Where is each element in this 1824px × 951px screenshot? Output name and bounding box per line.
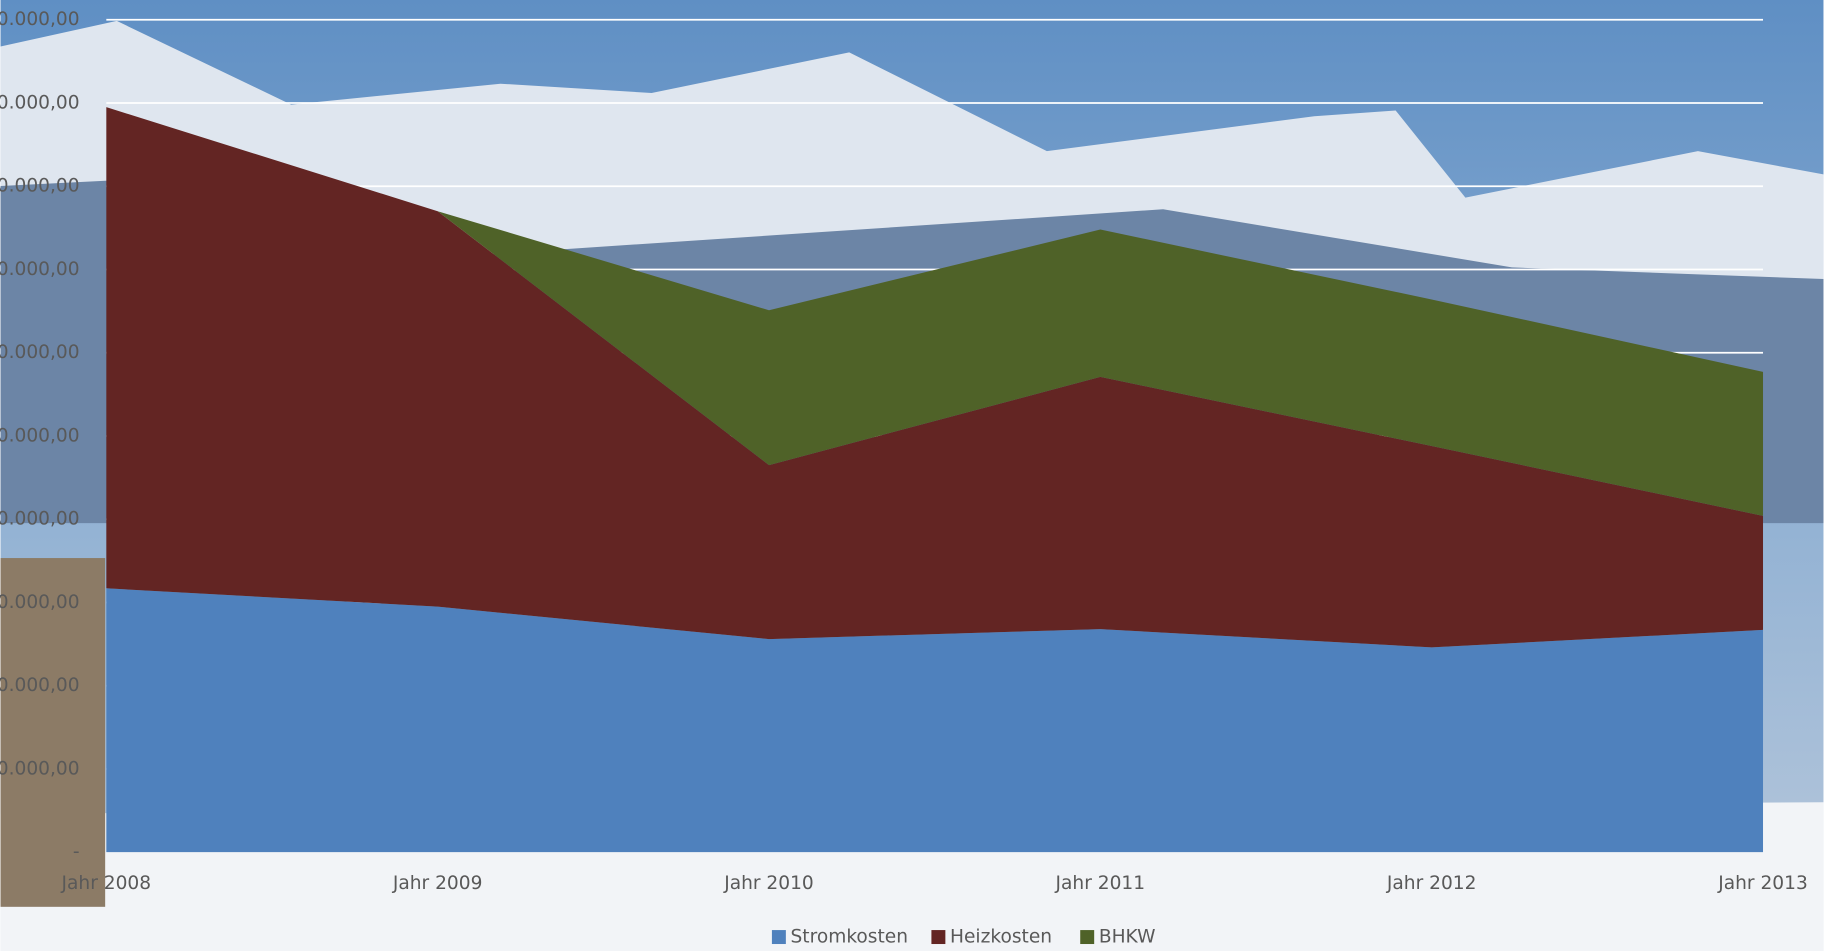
legend-label: BHKW [1099,927,1156,948]
y-tick-label: 80.000,00 [0,176,80,197]
y-tick-label: 30.000,00 [0,592,80,613]
legend-swatch [771,930,786,945]
y-tick-label: - [73,842,80,863]
y-tick-label: 100.000,00 [0,9,80,30]
y-tick-label: 90.000,00 [0,93,80,114]
y-tick-label: 60.000,00 [0,342,80,363]
x-tick-label: Jahr 2008 [61,873,152,894]
area [106,107,1764,648]
legend-label: Heizkosten [950,927,1052,948]
area [106,107,1764,516]
x-tick-label: Jahr 2009 [392,873,483,894]
legend-swatch [931,930,946,945]
y-tick-label: 50.000,00 [0,425,80,446]
area [106,588,1764,853]
x-tick-label: Jahr 2013 [1717,873,1808,894]
x-tick-label: Jahr 2011 [1055,873,1146,894]
y-tick-label: 40.000,00 [0,509,80,530]
y-tick-label: 20.000,00 [0,675,80,696]
y-tick-label: 10.000,00 [0,758,80,779]
legend-swatch [1080,930,1095,945]
x-tick-label: Jahr 2010 [723,873,814,894]
y-tick-label: 70.000,00 [0,259,80,280]
x-tick-label: Jahr 2012 [1386,873,1477,894]
legend-label: Stromkosten [791,927,909,948]
